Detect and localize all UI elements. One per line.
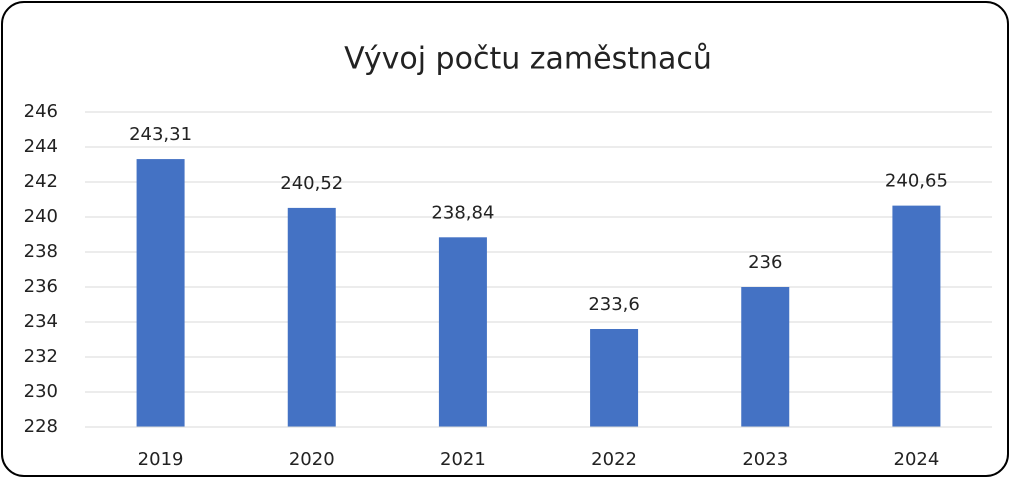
y-tick-label: 230 [24,381,58,402]
x-tick-label: 2023 [742,449,788,470]
bar [892,205,941,427]
chart-title: Vývoj počtu zaměstnaců [344,42,712,77]
x-tick-label: 2019 [138,449,184,470]
y-tick-label: 234 [24,311,58,332]
y-tick-label: 242 [24,171,58,192]
x-tick-label: 2022 [591,449,637,470]
data-label: 240,52 [280,173,343,194]
y-tick-label: 240 [24,206,58,227]
bar [136,159,185,427]
x-tick-label: 2024 [894,449,940,470]
data-label: 243,31 [129,124,192,145]
data-label: 236 [748,252,782,273]
data-label: 238,84 [431,202,494,223]
bar [741,287,790,427]
y-tick-label: 228 [24,416,58,437]
x-tick-label: 2020 [289,449,335,470]
y-tick-label: 236 [24,276,58,297]
y-tick-label: 232 [24,346,58,367]
y-tick-label: 246 [24,101,58,122]
bar [438,237,487,427]
y-tick-label: 244 [24,136,58,157]
data-label: 240,65 [885,171,948,192]
data-label: 233,6 [588,294,640,315]
bar [287,207,336,427]
y-tick-label: 238 [24,241,58,262]
bar [590,329,639,427]
x-tick-label: 2021 [440,449,486,470]
